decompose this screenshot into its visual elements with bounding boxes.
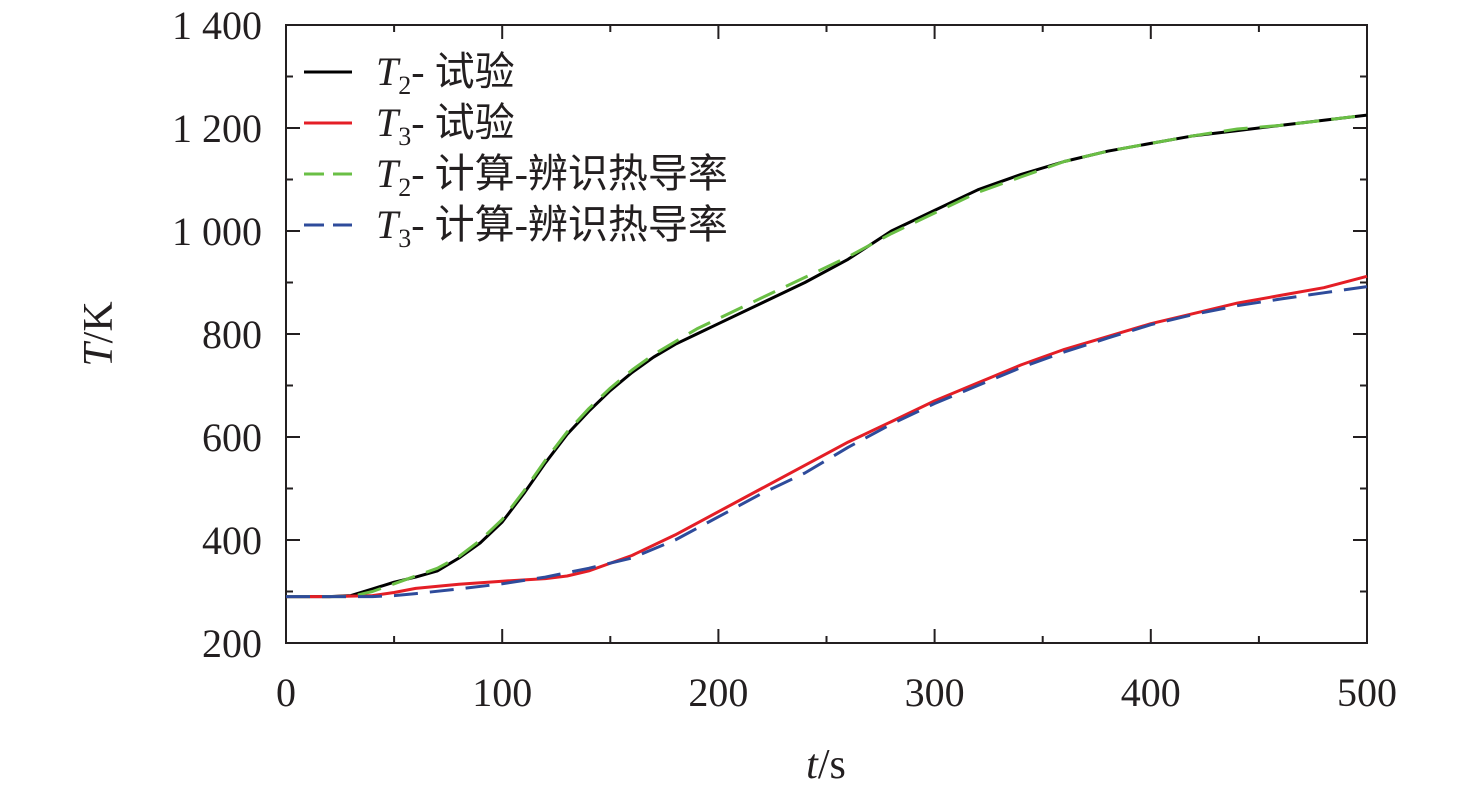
- series-line-4: [286, 285, 1368, 599]
- y-tick-label: 1 000: [172, 209, 262, 254]
- x-tick-label: 200: [688, 670, 748, 715]
- tick-labels: 0 100 200 300 400 500 200 400 600 800 1 000 1 200 1 …: [172, 3, 1397, 715]
- legend-label-4: T3- 计算-辨识热导率: [376, 202, 728, 253]
- y-tick-label: 1 400: [172, 3, 262, 48]
- series-line-2: [286, 274, 1368, 599]
- series-lines: [286, 113, 1368, 599]
- x-tick-label: 300: [905, 670, 965, 715]
- legend-label-3: T2- 计算-辨识热导率: [376, 151, 728, 202]
- x-tick-label: 0: [276, 670, 296, 715]
- y-axis-label: T/K: [76, 301, 122, 366]
- x-tick-label: 100: [472, 670, 532, 715]
- x-tick-label: 500: [1337, 670, 1397, 715]
- x-axis-label: t/s: [806, 742, 846, 788]
- legend-label-2: T3- 试验: [376, 100, 515, 151]
- axis-ticks: [285, 24, 1368, 644]
- y-tick-label: 800: [202, 312, 262, 357]
- y-tick-label: 400: [202, 518, 262, 563]
- legend-label-1: T2- 试验: [376, 49, 515, 100]
- y-tick-label: 200: [202, 621, 262, 666]
- y-tick-label: 600: [202, 415, 262, 460]
- y-tick-label: 1 200: [172, 106, 262, 151]
- x-tick-label: 400: [1121, 670, 1181, 715]
- series-line-3: [286, 113, 1368, 599]
